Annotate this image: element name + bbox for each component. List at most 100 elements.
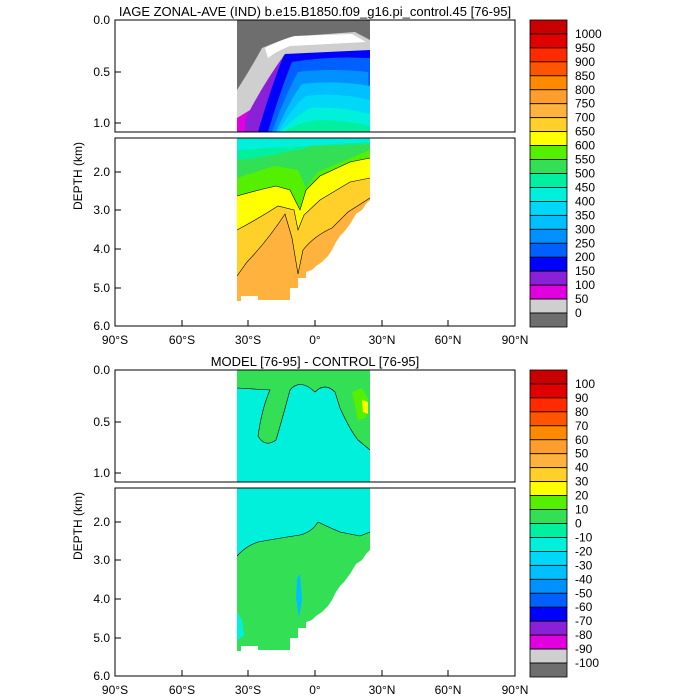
colorbar-label: 700 [575,111,595,125]
colorbar-label: 1000 [575,27,602,41]
iage-contour-2 [236,157,371,211]
colorbar-swatch [529,117,568,133]
p2-ytick-4.0: 4.0 [93,592,110,606]
colorbar-swatch [529,256,568,272]
colorbar-label: 100 [575,377,595,391]
colorbar-label: 60 [575,433,589,447]
colorbar-label: 20 [575,489,589,503]
panel1-title: IAGE ZONAL-AVE (IND) b.e15.B1850.f09_g16… [119,4,511,19]
p1-ytick-0.0: 0.0 [93,13,110,27]
colorbar-swatch [529,284,568,300]
p1-ytick-3.0: 3.0 [93,203,110,217]
p1-ytick-2.0: 2.0 [93,165,110,179]
diff-field-lower-blue [296,574,302,618]
colorbar-swatch [529,312,568,328]
colorbar-label: 450 [575,180,595,194]
panel1-upper-field [237,20,370,132]
colorbar-label: -40 [575,572,593,586]
colorbar-label: 80 [575,405,589,419]
diff-contour-upper [236,384,371,451]
colorbar-label: 600 [575,139,595,153]
colorbar-swatch [529,270,568,286]
p1-xtick-60N: 60°N [435,333,462,347]
p2-xtick-0: 0° [309,683,321,697]
colorbar-swatch [529,537,568,552]
colorbar-label: 350 [575,208,595,222]
colorbar-swatch [529,383,568,399]
p2-ytick-1.0: 1.0 [93,466,110,480]
colorbar-swatch [529,620,568,636]
p1-ytick-0.5: 0.5 [93,65,110,79]
p1-ytick-5.0: 5.0 [93,281,110,295]
colorbar-label: 100 [575,278,595,292]
p2-xtick-90S: 90°S [102,683,128,697]
colorbar-swatch [529,523,568,538]
colorbar-label: 900 [575,55,595,69]
colorbar-swatch [529,228,568,244]
colorbar-label: 90 [575,391,589,405]
colorbar-label: -70 [575,614,593,628]
p1-xtick-90S: 90°S [102,333,128,347]
colorbar-label: -60 [575,600,593,614]
colorbar-swatch [529,214,568,230]
colorbar-label: 50 [575,447,589,461]
p1-xtick-0: 0° [309,333,321,347]
colorbar-label: 300 [575,222,595,236]
colorbar-label: 750 [575,97,595,111]
colorbar-swatch [529,411,568,427]
colorbar-label: 70 [575,419,589,433]
p2-ytick-3.0: 3.0 [93,553,110,567]
panel2-upper-field [236,370,371,482]
colorbar-swatch [529,75,568,91]
colorbar-swatch [529,173,568,188]
p1-xtick-30S: 30°S [235,333,261,347]
colorbar-label: 0 [575,517,582,531]
colorbar-label: 10 [575,503,589,517]
colorbar-swatch [529,103,568,119]
colorbar-swatch [529,648,568,664]
colorbar-label: 40 [575,461,589,475]
colorbar-swatch [529,662,568,678]
colorbar-label: 550 [575,153,595,167]
colorbar-swatch [529,201,568,216]
p1-ylabel: DEPTH (km) [71,142,85,210]
colorbar-swatch [529,131,568,146]
p2-xtick-60N: 60°N [435,683,462,697]
panel1-y-axis: 0.0 0.5 1.0 2.0 3.0 4.0 5.0 6.0 DEPTH (k… [71,13,121,333]
colorbar-swatch [529,19,568,35]
p1-xtick-60S: 60°S [169,333,195,347]
p1-ytick-4.0: 4.0 [93,242,110,256]
diff-contour-lower [236,521,371,557]
colorbar-label: 500 [575,167,595,181]
colorbar-swatch [529,439,568,455]
panel2-lower-field [236,488,371,676]
colorbar-swatch [529,33,568,49]
colorbar-label: 800 [575,83,595,97]
colorbar-label: -30 [575,558,593,572]
diff-field-upper-yellow [362,400,368,414]
p1-ytick-6.0: 6.0 [93,319,110,333]
colorbar-label: -100 [575,656,599,670]
colorbar-label: 250 [575,236,595,250]
p2-xtick-30S: 30°S [235,683,261,697]
p2-ytick-2.0: 2.0 [93,515,110,529]
p2-ylabel: DEPTH (km) [71,492,85,560]
colorbar-swatch [529,61,568,77]
colorbar-swatch [529,551,568,566]
panel-iage: IAGE ZONAL-AVE (IND) b.e15.B1850.f09_g16… [71,4,602,347]
p2-ytick-5.0: 5.0 [93,631,110,645]
panel2-title: MODEL [76-95] - CONTROL [76-95] [211,354,420,369]
colorbar-label: 850 [575,69,595,83]
colorbar-label: 950 [575,41,595,55]
p2-ytick-6.0: 6.0 [93,669,110,683]
colorbar-swatch [529,89,568,105]
colorbar-label: -20 [575,544,593,558]
p2-ytick-0.5: 0.5 [93,415,110,429]
colorbar-swatch [529,298,568,314]
p1-ytick-1.0: 1.0 [93,116,110,130]
p1-xtick-90N: 90°N [502,333,529,347]
colorbar-swatch [529,634,568,650]
diff-field-lower-mask [237,550,370,676]
colorbar-swatch [529,481,568,496]
